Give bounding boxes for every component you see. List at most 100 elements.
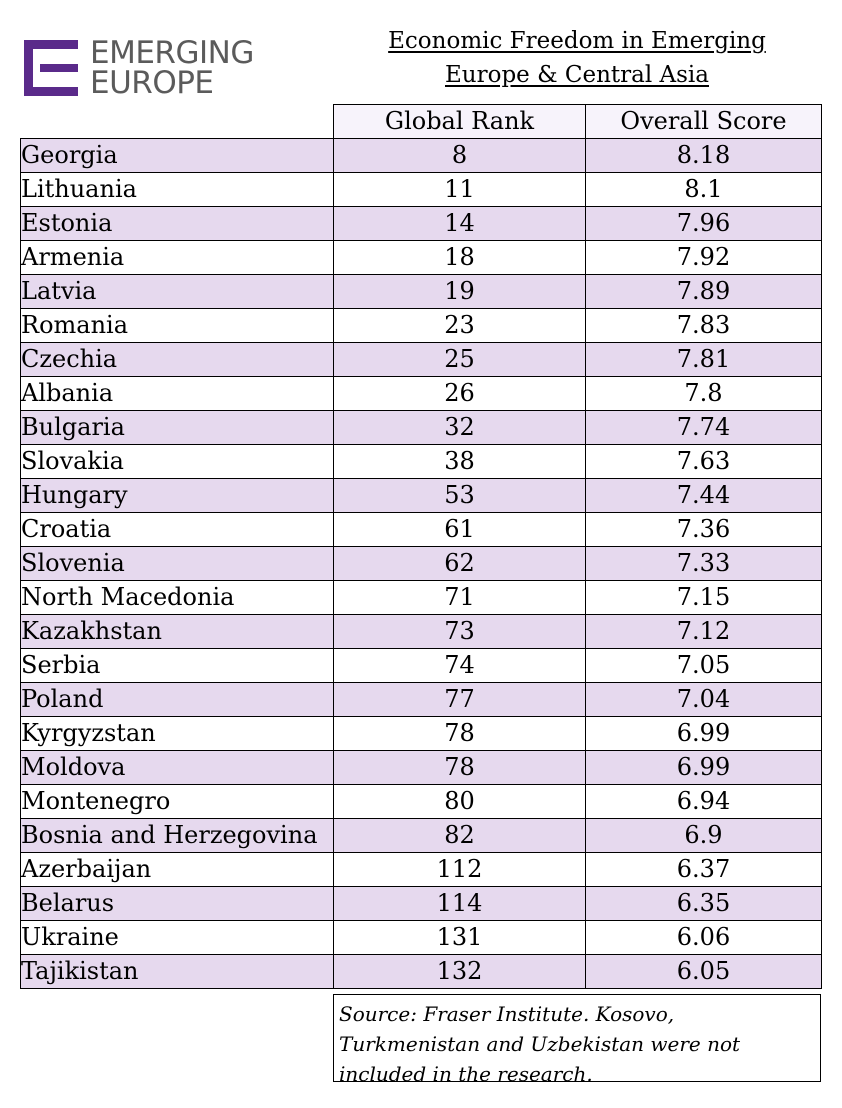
country-cell: Serbia bbox=[20, 648, 334, 683]
overall-score-cell: 6.06 bbox=[585, 920, 822, 955]
country-cell: Latvia bbox=[20, 274, 334, 309]
table-row: Montenegro 80 6.94 bbox=[20, 784, 822, 819]
country-cell: Czechia bbox=[20, 342, 334, 377]
table-row: Slovenia 62 7.33 bbox=[20, 546, 822, 581]
table-row: Poland 77 7.04 bbox=[20, 682, 822, 717]
table-row: Belarus 114 6.35 bbox=[20, 886, 822, 921]
country-cell: Romania bbox=[20, 308, 334, 343]
country-cell: Bulgaria bbox=[20, 410, 334, 445]
overall-score-cell: 6.37 bbox=[585, 852, 822, 887]
global-rank-cell: 11 bbox=[333, 172, 586, 207]
table-row: Czechia 25 7.81 bbox=[20, 342, 822, 377]
country-cell: Slovakia bbox=[20, 444, 334, 479]
global-rank-cell: 8 bbox=[333, 138, 586, 173]
global-rank-cell: 61 bbox=[333, 512, 586, 547]
overall-score-cell: 7.33 bbox=[585, 546, 822, 581]
table-row: North Macedonia 71 7.15 bbox=[20, 580, 822, 615]
table-row: Bosnia and Herzegovina 82 6.9 bbox=[20, 818, 822, 853]
global-rank-cell: 78 bbox=[333, 716, 586, 751]
global-rank-cell: 77 bbox=[333, 682, 586, 717]
logo-line-1: EMERGING bbox=[90, 35, 254, 71]
table-body: Georgia 8 8.18 Lithuania 11 8.1 Estonia 14 7.96 A… bbox=[20, 138, 822, 989]
table-row: Estonia 14 7.96 bbox=[20, 206, 822, 241]
table-row: Croatia 61 7.36 bbox=[20, 512, 822, 547]
overall-score-cell: 7.05 bbox=[585, 648, 822, 683]
global-rank-cell: 112 bbox=[333, 852, 586, 887]
country-cell: Kyrgyzstan bbox=[20, 716, 334, 751]
global-rank-cell: 23 bbox=[333, 308, 586, 343]
overall-score-cell: 6.94 bbox=[585, 784, 822, 819]
title-line-2: Europe & Central Asia bbox=[445, 62, 709, 88]
table-title: Economic Freedom in Emerging Europe & Ce… bbox=[333, 24, 821, 92]
country-cell: Belarus bbox=[20, 886, 334, 921]
global-rank-cell: 14 bbox=[333, 206, 586, 241]
overall-score-cell: 6.99 bbox=[585, 716, 822, 751]
logo-line-2: EUROPE bbox=[90, 65, 214, 101]
global-rank-cell: 26 bbox=[333, 376, 586, 411]
global-rank-cell: 62 bbox=[333, 546, 586, 581]
global-rank-cell: 18 bbox=[333, 240, 586, 275]
overall-score-cell: 7.8 bbox=[585, 376, 822, 411]
overall-score-cell: 7.15 bbox=[585, 580, 822, 615]
table-row: Armenia 18 7.92 bbox=[20, 240, 822, 275]
overall-score-cell: 7.81 bbox=[585, 342, 822, 377]
overall-score-cell: 7.89 bbox=[585, 274, 822, 309]
overall-score-cell: 7.12 bbox=[585, 614, 822, 649]
title-line-1: Economic Freedom in Emerging bbox=[388, 28, 766, 54]
overall-score-cell: 7.44 bbox=[585, 478, 822, 513]
global-rank-cell: 25 bbox=[333, 342, 586, 377]
global-rank-cell: 80 bbox=[333, 784, 586, 819]
overall-score-cell: 7.74 bbox=[585, 410, 822, 445]
country-cell: Georgia bbox=[20, 138, 334, 173]
table-row: Moldova 78 6.99 bbox=[20, 750, 822, 785]
table-row: Azerbaijan 112 6.37 bbox=[20, 852, 822, 887]
global-rank-cell: 114 bbox=[333, 886, 586, 921]
overall-score-cell: 7.63 bbox=[585, 444, 822, 479]
country-cell: Bosnia and Herzegovina bbox=[20, 818, 334, 853]
country-cell: Armenia bbox=[20, 240, 334, 275]
source-note: Source: Fraser Institute. Kosovo, Turkme… bbox=[333, 994, 821, 1086]
global-rank-cell: 78 bbox=[333, 750, 586, 785]
table-row: Lithuania 11 8.1 bbox=[20, 172, 822, 207]
country-cell: Azerbaijan bbox=[20, 852, 334, 887]
country-cell: Moldova bbox=[20, 750, 334, 785]
global-rank-cell: 32 bbox=[333, 410, 586, 445]
header-global-rank: Global Rank bbox=[333, 104, 586, 139]
overall-score-cell: 6.9 bbox=[585, 818, 822, 853]
global-rank-cell: 19 bbox=[333, 274, 586, 309]
country-cell: Estonia bbox=[20, 206, 334, 241]
overall-score-cell: 7.04 bbox=[585, 682, 822, 717]
table-row: Kazakhstan 73 7.12 bbox=[20, 614, 822, 649]
overall-score-cell: 7.92 bbox=[585, 240, 822, 275]
table-row: Albania 26 7.8 bbox=[20, 376, 822, 411]
overall-score-cell: 8.1 bbox=[585, 172, 822, 207]
header-blank-cell bbox=[20, 104, 334, 139]
table-row: Slovakia 38 7.63 bbox=[20, 444, 822, 479]
global-rank-cell: 71 bbox=[333, 580, 586, 615]
global-rank-cell: 82 bbox=[333, 818, 586, 853]
overall-score-cell: 8.18 bbox=[585, 138, 822, 173]
table-row: Serbia 74 7.05 bbox=[20, 648, 822, 683]
logo-wordmark: EMERGING EUROPE bbox=[90, 35, 254, 101]
table-row: Ukraine 131 6.06 bbox=[20, 920, 822, 955]
country-cell: Tajikistan bbox=[20, 954, 334, 989]
table-row: Hungary 53 7.44 bbox=[20, 478, 822, 513]
global-rank-cell: 38 bbox=[333, 444, 586, 479]
overall-score-cell: 6.05 bbox=[585, 954, 822, 989]
logo-mark-icon bbox=[24, 40, 78, 96]
overall-score-cell: 7.36 bbox=[585, 512, 822, 547]
economic-freedom-table: Global Rank Overall Score Georgia 8 8.18 Li… bbox=[20, 104, 822, 989]
country-cell: Kazakhstan bbox=[20, 614, 334, 649]
table-row: Kyrgyzstan 78 6.99 bbox=[20, 716, 822, 751]
header-overall-score: Overall Score bbox=[585, 104, 822, 139]
global-rank-cell: 132 bbox=[333, 954, 586, 989]
global-rank-cell: 73 bbox=[333, 614, 586, 649]
country-cell: Montenegro bbox=[20, 784, 334, 819]
country-cell: Poland bbox=[20, 682, 334, 717]
global-rank-cell: 74 bbox=[333, 648, 586, 683]
country-cell: Slovenia bbox=[20, 546, 334, 581]
country-cell: Albania bbox=[20, 376, 334, 411]
overall-score-cell: 7.83 bbox=[585, 308, 822, 343]
country-cell: Ukraine bbox=[20, 920, 334, 955]
table-header-row: Global Rank Overall Score bbox=[20, 104, 822, 139]
